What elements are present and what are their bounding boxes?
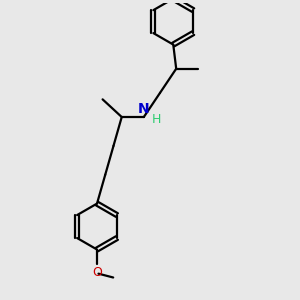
Text: O: O bbox=[92, 266, 102, 279]
Text: N: N bbox=[138, 101, 150, 116]
Text: H: H bbox=[152, 113, 161, 127]
